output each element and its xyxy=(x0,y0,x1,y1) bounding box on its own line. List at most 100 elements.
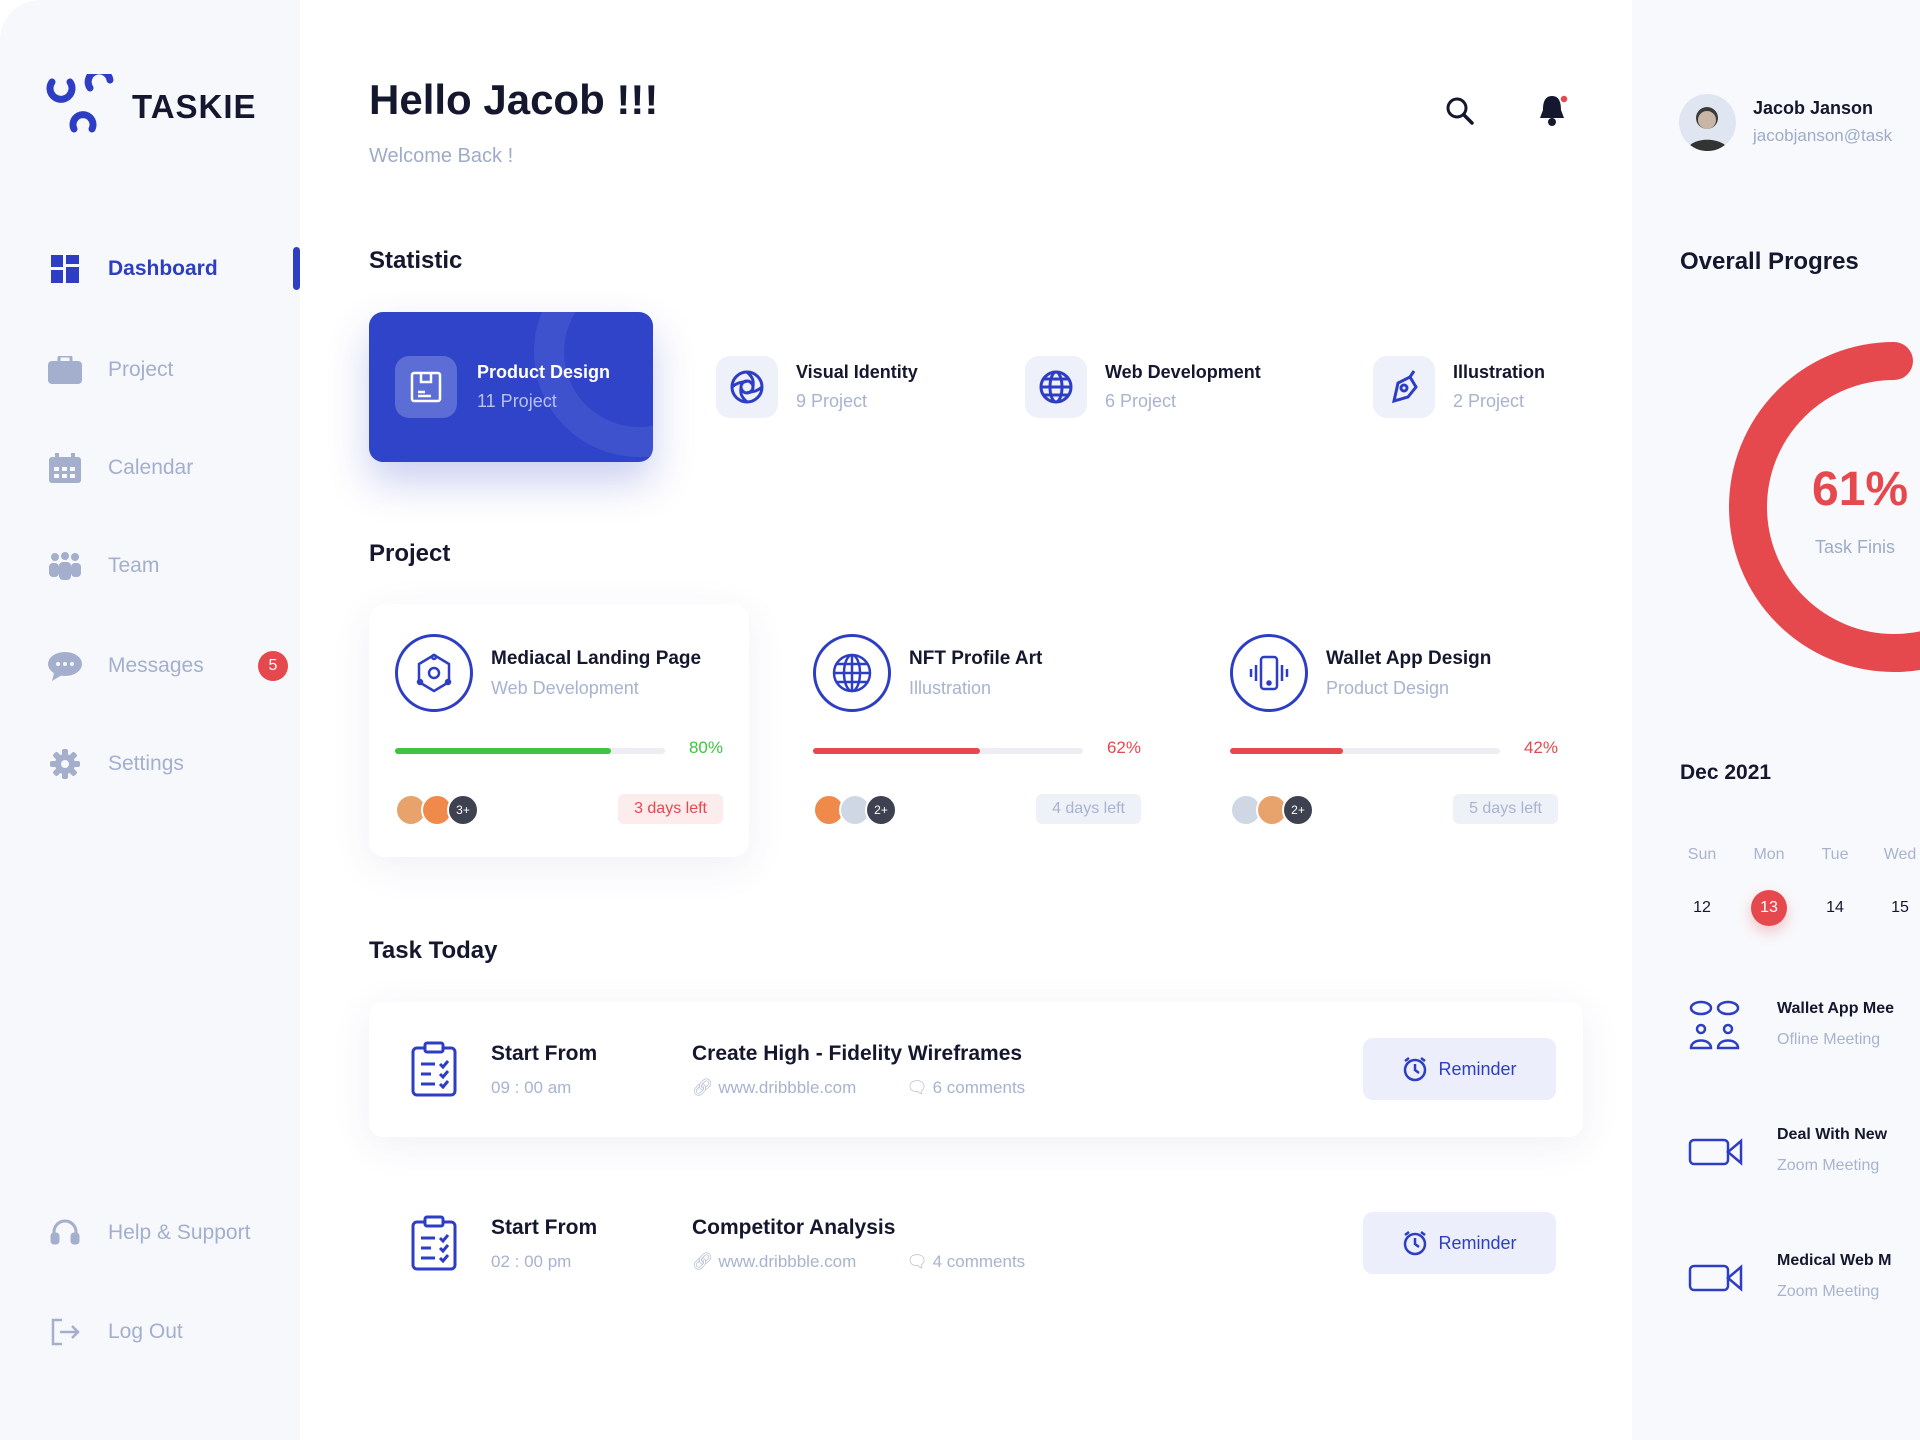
sidebar-item-label: Settings xyxy=(108,752,184,775)
globe-icon xyxy=(1025,356,1087,418)
clipboard-check-icon xyxy=(411,1041,457,1097)
date-number: 13 xyxy=(1751,890,1787,926)
headset-icon xyxy=(48,1216,82,1250)
progress-fill xyxy=(1230,748,1344,754)
link-text: www.dribbble.com xyxy=(718,1252,857,1271)
overall-progress-heading: Overall Progres xyxy=(1680,248,1859,275)
task-comments[interactable]: 🗨︎ 4 comments xyxy=(906,1252,1025,1272)
member-avatars: 3+ xyxy=(395,794,479,826)
stat-title: Illustration xyxy=(1453,362,1546,382)
stat-count: 6 Project xyxy=(1105,391,1177,411)
avatar[interactable] xyxy=(1679,94,1736,151)
date-number: 14 xyxy=(1826,899,1844,916)
video-camera-icon xyxy=(1688,1136,1744,1173)
task-link[interactable]: 🔗︎ www.dribbble.com xyxy=(692,1252,856,1272)
team-icon xyxy=(48,549,82,583)
progress-bar xyxy=(813,748,1083,754)
progress-fill xyxy=(395,748,611,754)
stat-title: Web Development xyxy=(1105,362,1261,382)
alarm-clock-icon xyxy=(1404,1057,1427,1082)
start-label: Start From xyxy=(491,1042,598,1065)
start-time: 09 : 00 am xyxy=(491,1078,572,1097)
weekday-label: Wed xyxy=(1883,846,1917,863)
project-icon xyxy=(813,634,891,712)
more-members: 2+ xyxy=(865,794,897,826)
project-card-nft-profile[interactable]: NFT Profile Art Illustration 62% 2+ 4 da… xyxy=(787,604,1167,857)
task-comments[interactable]: 🗨︎ 6 comments xyxy=(906,1078,1025,1098)
progress-caption: Task Finis xyxy=(1815,537,1896,557)
stat-title: Product Design xyxy=(477,362,611,382)
comments-text: 4 comments xyxy=(932,1252,1026,1271)
days-left-badge: 4 days left xyxy=(1036,794,1141,824)
search-icon[interactable] xyxy=(1445,96,1475,126)
meeting-type: Zoom Meeting xyxy=(1777,1157,1880,1174)
progress-arc xyxy=(1729,342,1920,672)
sidebar-item-project[interactable]: Project xyxy=(48,350,298,390)
sidebar-item-label: Team xyxy=(108,554,160,577)
right-panel xyxy=(1632,0,1920,1440)
stat-card-illustration[interactable]: Illustration 2 Project xyxy=(1373,312,1545,462)
progress-donut xyxy=(1729,342,1920,672)
sidebar-item-logout[interactable]: Log Out xyxy=(48,1312,298,1352)
sidebar-item-label: Log Out xyxy=(108,1320,183,1343)
member-avatar xyxy=(839,794,871,826)
brand-name: TASKIE xyxy=(132,88,257,125)
meeting-title[interactable]: Deal With New xyxy=(1777,1126,1888,1143)
stat-card-product-design[interactable]: Product Design 11 Project xyxy=(369,312,653,462)
calendar-icon xyxy=(48,451,82,485)
weekday-label: Tue xyxy=(1821,846,1849,863)
calendar-date[interactable]: 15 xyxy=(1882,890,1918,926)
meeting-title[interactable]: Medical Web M xyxy=(1777,1252,1892,1269)
link-text: www.dribbble.com xyxy=(718,1078,857,1097)
reminder-button[interactable]: Reminder xyxy=(1363,1038,1556,1100)
aperture-icon xyxy=(716,356,778,418)
weekday-label: Sun xyxy=(1687,846,1717,863)
date-number: 15 xyxy=(1891,899,1909,916)
stat-title: Visual Identity xyxy=(796,362,918,382)
statistic-heading: Statistic xyxy=(369,247,463,274)
calendar-date[interactable]: 14 xyxy=(1817,890,1853,926)
user-name: Jacob Janson xyxy=(1753,98,1874,118)
task-row[interactable]: Start From 02 : 00 pm Competitor Analysi… xyxy=(369,1176,1583,1311)
project-title: NFT Profile Art xyxy=(909,648,1043,669)
sidebar-item-messages[interactable]: Messages 5 xyxy=(48,646,298,686)
comments-text: 6 comments xyxy=(932,1078,1026,1097)
calendar-date[interactable]: 13 xyxy=(1751,890,1787,926)
project-card-wallet-app[interactable]: Wallet App Design Product Design 42% 2+ … xyxy=(1204,604,1584,857)
briefcase-icon xyxy=(48,353,82,387)
active-indicator xyxy=(293,247,300,290)
task-row[interactable]: Start From 09 : 00 am Create High - Fide… xyxy=(369,1002,1583,1137)
project-category: Web Development xyxy=(491,678,639,698)
sidebar-item-calendar[interactable]: Calendar xyxy=(48,448,298,488)
alarm-clock-icon xyxy=(1404,1231,1427,1256)
stat-card-web-development[interactable]: Web Development 6 Project xyxy=(1025,312,1261,462)
unread-badge: 5 xyxy=(258,651,288,681)
meeting-title[interactable]: Wallet App Mee xyxy=(1777,1000,1895,1017)
reminder-button[interactable]: Reminder xyxy=(1363,1212,1556,1274)
stat-card-visual-identity[interactable]: Visual Identity 9 Project xyxy=(716,312,918,462)
project-category: Product Design xyxy=(1326,678,1450,698)
sidebar-item-dashboard[interactable]: Dashboard xyxy=(48,249,298,289)
start-time: 02 : 00 pm xyxy=(491,1252,572,1271)
grid-icon xyxy=(48,252,82,286)
reminder-label: Reminder xyxy=(1438,1232,1517,1253)
member-avatar xyxy=(1230,794,1262,826)
sidebar: TASKIE Dashboard Project Calendar Team M… xyxy=(0,0,300,1440)
page-title: Hello Jacob !!! xyxy=(369,76,659,123)
meeting-type: Ofline Meeting xyxy=(1777,1031,1881,1048)
meeting-type: Zoom Meeting xyxy=(1777,1283,1880,1300)
sidebar-item-settings[interactable]: Settings xyxy=(48,744,298,784)
calendar-month: Dec 2021 xyxy=(1680,761,1772,784)
taskie-logo-icon xyxy=(46,74,114,133)
sidebar-item-label: Dashboard xyxy=(108,257,218,280)
save-icon xyxy=(395,356,457,418)
sidebar-item-team[interactable]: Team xyxy=(48,546,298,586)
sidebar-item-label: Help & Support xyxy=(108,1221,251,1244)
sidebar-item-label: Messages xyxy=(108,654,204,677)
more-members: 3+ xyxy=(447,794,479,826)
task-link[interactable]: 🔗︎ www.dribbble.com xyxy=(692,1078,856,1098)
calendar-date[interactable]: 12 xyxy=(1684,890,1720,926)
project-card-medical-landing[interactable]: Mediacal Landing Page Web Development 80… xyxy=(369,604,749,857)
sidebar-item-help[interactable]: Help & Support xyxy=(48,1213,298,1253)
bell-icon[interactable] xyxy=(1537,92,1571,128)
